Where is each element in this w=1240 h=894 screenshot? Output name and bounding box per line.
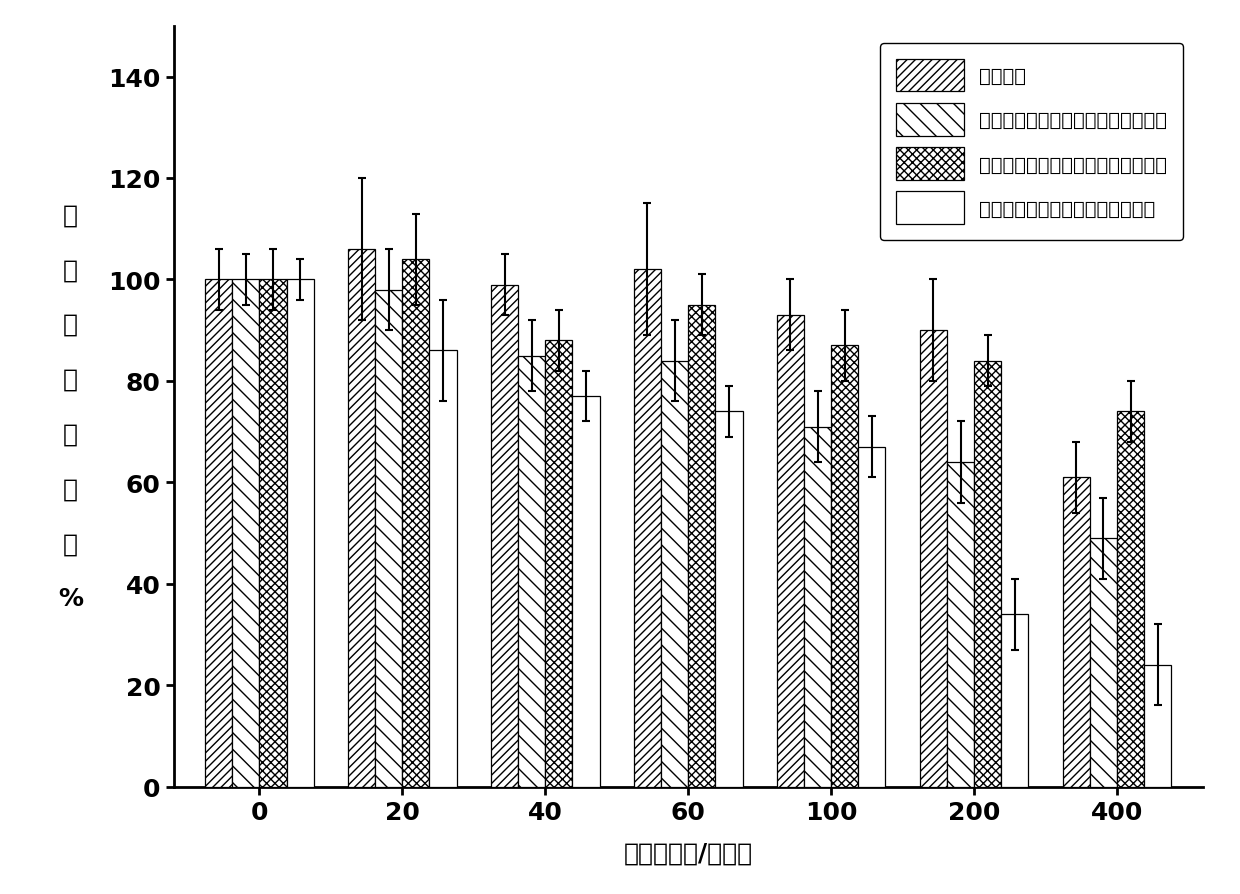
Bar xyxy=(804,427,831,787)
Bar xyxy=(429,351,456,787)
Text: 存: 存 xyxy=(63,422,78,446)
X-axis label: 浓度（微克/毫升）: 浓度（微克/毫升） xyxy=(624,840,753,864)
Text: %: % xyxy=(58,586,83,611)
Bar xyxy=(1063,477,1090,787)
Bar xyxy=(831,346,858,787)
Legend: 多鎒氧簇, 单胆固醇衍生物改性多鎒氧簇杂化物, 双胆固醇衍生物改性多鎒氧簇杂化物, 胆固醇衍生物改性多鎒氧簇杂化物: 多鎒氧簇, 单胆固醇衍生物改性多鎒氧簇杂化物, 双胆固醇衍生物改性多鎒氧簇杂化物… xyxy=(880,44,1183,240)
Bar xyxy=(634,270,661,787)
Text: 对: 对 xyxy=(63,367,78,392)
Text: 胞: 胞 xyxy=(63,258,78,282)
Bar xyxy=(858,447,885,787)
Bar xyxy=(286,280,314,787)
Bar xyxy=(232,280,259,787)
Bar xyxy=(205,280,232,787)
Bar xyxy=(688,306,715,787)
Bar xyxy=(1001,614,1028,787)
Text: 细: 细 xyxy=(63,203,78,227)
Bar xyxy=(776,316,804,787)
Bar xyxy=(402,260,429,787)
Bar xyxy=(715,412,743,787)
Bar xyxy=(975,361,1001,787)
Text: 相: 相 xyxy=(63,313,78,337)
Bar xyxy=(376,291,402,787)
Bar xyxy=(661,361,688,787)
Text: 活: 活 xyxy=(63,477,78,501)
Bar xyxy=(348,249,376,787)
Bar xyxy=(491,285,518,787)
Bar xyxy=(1145,665,1172,787)
Bar xyxy=(546,341,573,787)
Bar xyxy=(518,356,546,787)
Bar xyxy=(947,462,975,787)
Bar xyxy=(259,280,286,787)
Bar xyxy=(573,397,600,787)
Bar xyxy=(1117,412,1145,787)
Text: 率: 率 xyxy=(63,532,78,555)
Bar xyxy=(920,331,947,787)
Bar xyxy=(1090,538,1117,787)
